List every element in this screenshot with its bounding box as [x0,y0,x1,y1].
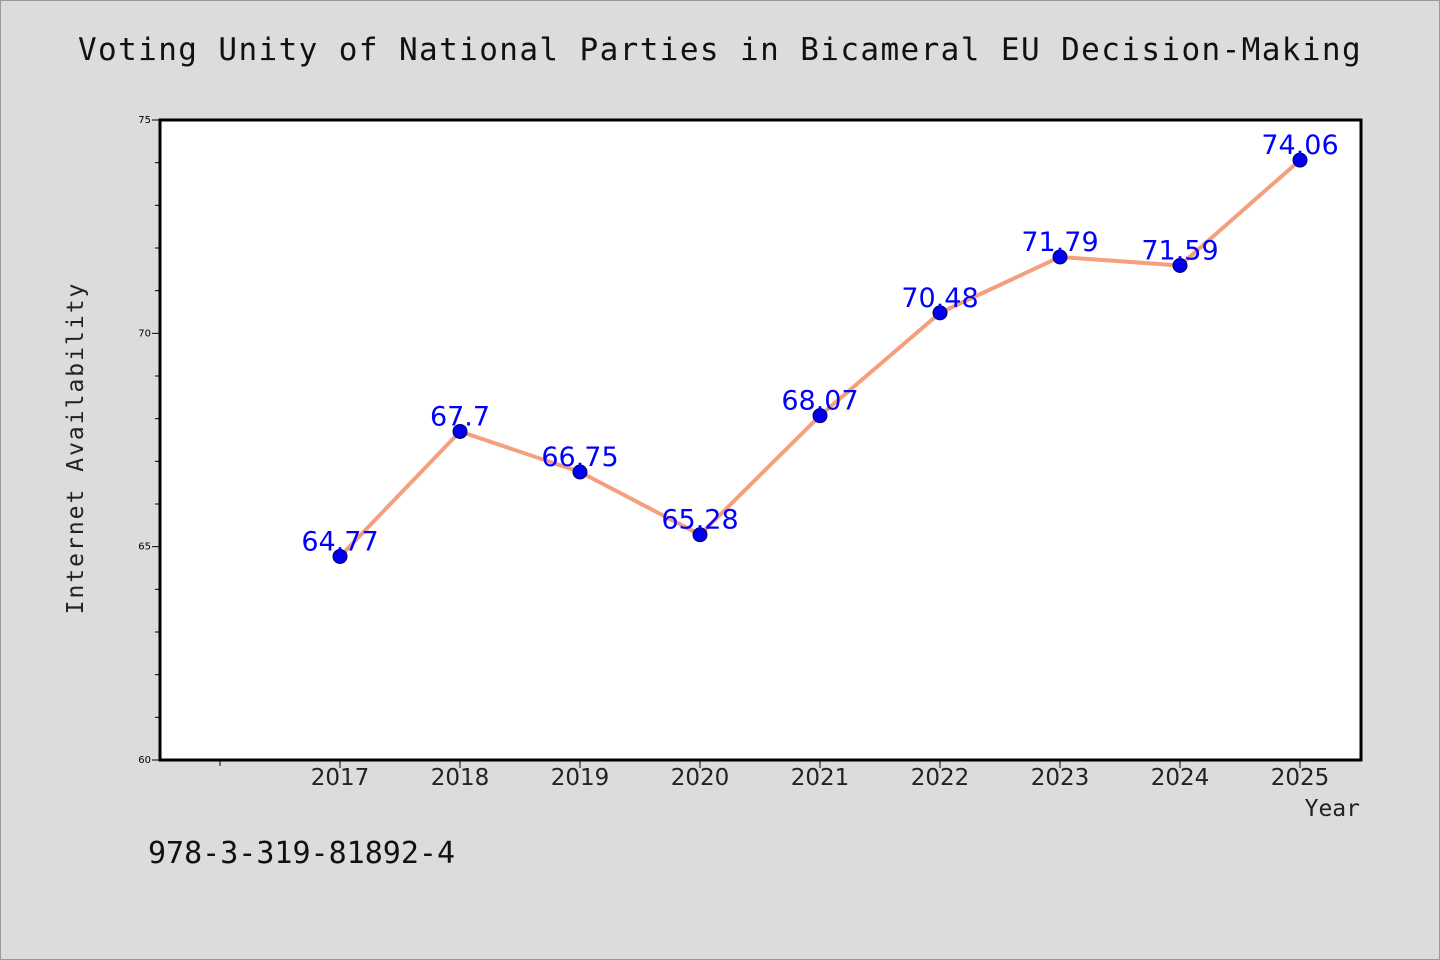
data-point [1172,257,1188,273]
x-tick-label: 2024 [1151,765,1210,791]
x-tick-label: 2023 [1031,765,1090,791]
data-point [812,408,828,424]
x-tick-label: 2019 [551,765,610,791]
data-label: 66.75 [541,442,618,473]
data-label: 70.48 [901,283,978,314]
data-label: 71.59 [1141,235,1218,266]
data-label: 74.06 [1261,130,1338,161]
data-label: 65.28 [661,505,738,536]
x-tick-label: 2017 [311,765,370,791]
x-axis-label: Year [1304,796,1360,822]
data-label: 64.77 [301,526,378,557]
data-label: 71.79 [1021,227,1098,258]
x-tick-label: 2021 [791,765,850,791]
x-tick-label: 2020 [671,765,730,791]
footer-code: 978-3-319-81892-4 [148,836,456,871]
x-tick-label: 2018 [431,765,490,791]
data-point [692,527,708,543]
x-tick-label: 2022 [911,765,970,791]
y-tick-label: 60 [138,755,151,766]
data-point [452,423,468,439]
data-point [572,464,588,480]
y-tick-label: 70 [138,328,151,339]
data-point [332,548,348,564]
data-labels: 64.77 67.7 66.75 65.28 68.07 70.48 71.79 71.59 7… [301,130,1338,557]
y-tick-label: 75 [138,115,151,126]
x-axis-ticks: 2017 2018 2019 2020 2021 2022 2023 2024 2025 [219,760,1330,791]
data-label: 68.07 [781,386,858,417]
plot-area [158,118,1363,762]
data-point [1292,152,1308,168]
data-markers [332,152,1308,564]
chart-title: Voting Unity of National Parties in Bica… [77,32,1363,68]
y-axis-ticks: 60 65 70 75 [138,115,160,766]
data-point [932,305,948,321]
x-tick-label: 2025 [1271,765,1330,791]
data-point [1052,249,1068,265]
y-tick-label: 65 [138,542,151,553]
data-label: 67.7 [430,401,490,432]
